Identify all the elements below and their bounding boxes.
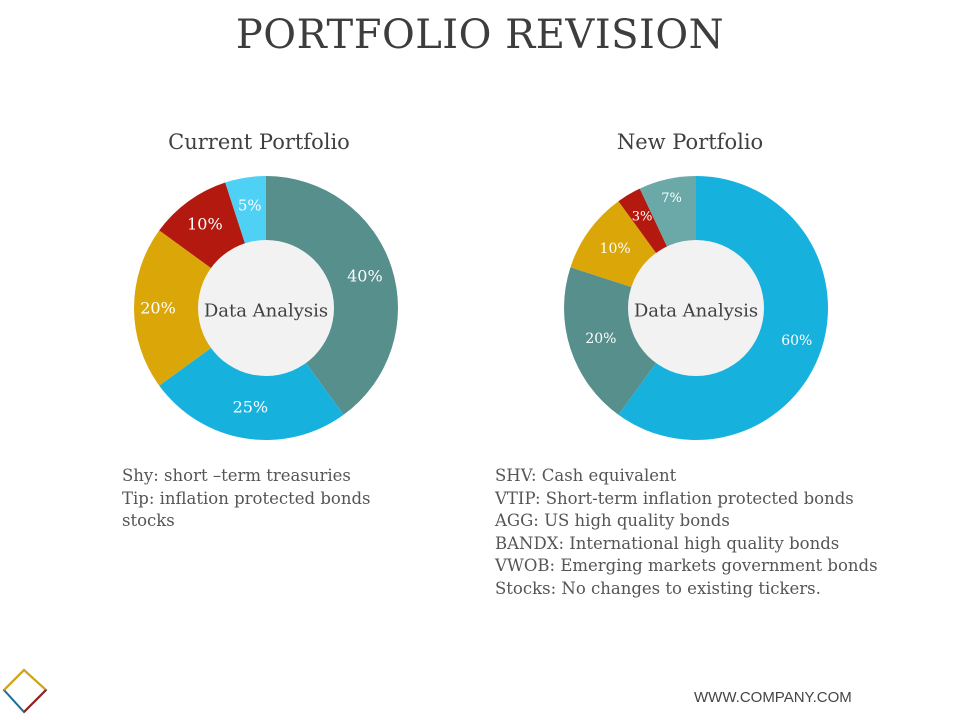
- data-label: 25%: [233, 397, 269, 416]
- description-line: SHV: Cash equivalent: [495, 466, 677, 485]
- footer-url: WWW.COMPANY.COM: [694, 689, 852, 706]
- data-label: 7%: [661, 191, 682, 206]
- description-line: VWOB: Emerging markets government bonds: [495, 556, 878, 575]
- donut-center: [198, 240, 334, 376]
- data-label: 5%: [238, 196, 262, 214]
- center-label: Data Analysis: [634, 301, 758, 322]
- data-label: 20%: [140, 299, 176, 318]
- description-line: Stocks: No changes to existing tickers.: [495, 578, 821, 598]
- description-current: Shy: short –term treasuries Tip: inflati…: [122, 465, 370, 533]
- description-line: stocks: [122, 511, 175, 530]
- data-label: 20%: [585, 331, 616, 347]
- diamond-logo-icon: [2, 668, 48, 714]
- data-label: 10%: [600, 241, 631, 257]
- description-line: Shy: short –term treasuries: [122, 466, 351, 485]
- description-line: Tip: inflation protected bonds: [122, 488, 371, 508]
- data-label: 3%: [632, 209, 653, 224]
- chart-title-new: New Portfolio: [616, 130, 764, 154]
- data-label: 10%: [187, 214, 223, 233]
- donut-chart-current: 40% 25% 20% 10% 5% Data Analysis: [134, 176, 398, 440]
- donut-chart-new: 60% 20% 10% 3% 7% Data Analysis: [564, 176, 828, 440]
- description-new: SHV: Cash equivalent VTIP: Short-term in…: [495, 465, 878, 600]
- data-label: 60%: [781, 333, 812, 349]
- description-line: VTIP: Short-term inflation protected bon…: [495, 488, 854, 508]
- description-line: AGG: US high quality bonds: [495, 511, 730, 530]
- center-label: Data Analysis: [204, 301, 328, 322]
- donut-center: [628, 240, 764, 376]
- chart-title-current: Current Portfolio: [168, 130, 350, 154]
- page-title: PORTFOLIO REVISION: [235, 12, 725, 58]
- data-label: 40%: [347, 266, 383, 285]
- description-line: BANDX: International high quality bonds: [495, 533, 840, 553]
